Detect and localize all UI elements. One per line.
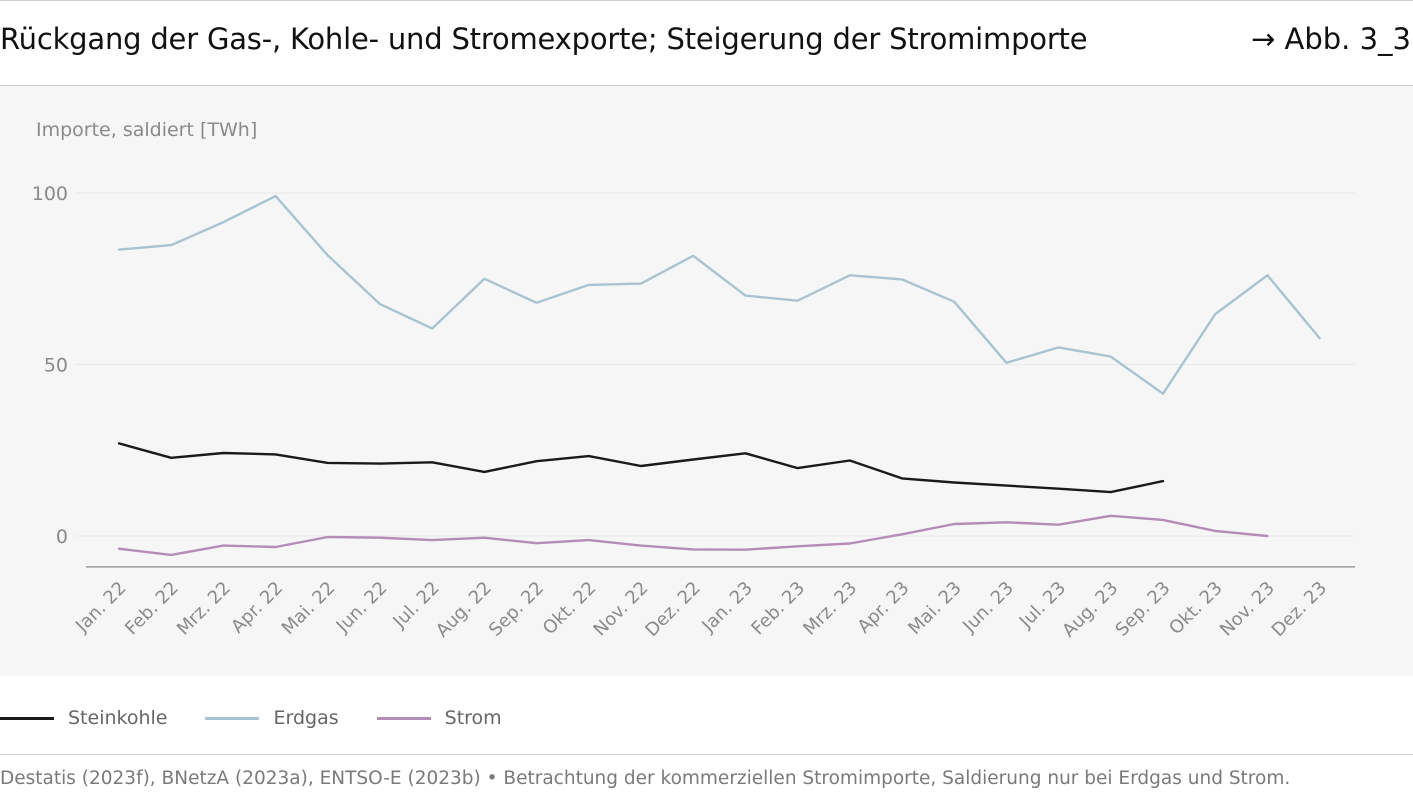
footer-rule <box>0 754 1413 755</box>
series-line-erdgas <box>117 194 1321 395</box>
x-tick-label: Mai. 23 <box>904 578 965 639</box>
x-tick-label: Okt. 22 <box>539 578 601 640</box>
x-tick-label: Mai. 22 <box>278 578 339 639</box>
x-tick-label: Jan. 23 <box>697 578 756 637</box>
legend-swatch-steinkohle <box>0 716 54 720</box>
legend: Steinkohle Erdgas Strom <box>0 703 540 733</box>
x-tick-label: Dez. 23 <box>1268 578 1331 641</box>
source-note: Destatis (2023f), BNetzA (2023a), ENTSO-… <box>0 768 1291 789</box>
x-tick-label: Aug. 22 <box>432 578 496 642</box>
top-rule <box>0 0 1413 1</box>
legend-label-erdgas: Erdgas <box>273 707 339 729</box>
legend-item-erdgas: Erdgas <box>205 707 339 729</box>
x-tick-label: Feb. 22 <box>121 578 183 640</box>
x-tick-label: Nov. 23 <box>1216 578 1279 641</box>
x-tick-label: Sep. 22 <box>485 578 548 641</box>
y-tick-label: 100 <box>32 183 68 205</box>
x-tick-label: Nov. 22 <box>590 578 653 641</box>
chart-panel: Importe, saldiert [TWh] 0 50 100 Jan. 22 Fe… <box>0 86 1413 676</box>
figure-reference-link[interactable]: → Abb. 3_3 <box>1250 22 1411 56</box>
x-tick-label: Mrz. 23 <box>799 578 861 640</box>
x-tick-label: Apr. 22 <box>227 578 287 638</box>
legend-swatch-strom <box>376 716 431 720</box>
legend-label-steinkohle: Steinkohle <box>68 707 168 729</box>
x-tick-label: Apr. 23 <box>854 578 914 638</box>
legend-swatch-erdgas <box>205 716 260 720</box>
x-tick-label: Sep. 23 <box>1111 578 1174 641</box>
legend-label-strom: Strom <box>444 707 502 729</box>
y-tick-label: 0 <box>56 526 68 548</box>
x-tick-label: Jun. 22 <box>332 578 392 638</box>
x-tick-label: Jan. 22 <box>71 578 130 637</box>
title-rule <box>0 85 1413 86</box>
series-line-strom <box>117 514 1269 557</box>
y-tick-labels: 0 50 100 <box>32 183 68 548</box>
legend-item-steinkohle: Steinkohle <box>0 707 167 729</box>
y-tick-label: 50 <box>44 355 68 377</box>
legend-item-strom: Strom <box>376 707 502 729</box>
series-lines <box>117 194 1321 557</box>
x-tick-label: Feb. 23 <box>747 578 809 640</box>
x-tick-label: Dez. 22 <box>641 578 704 641</box>
chart-title: Rückgang der Gas-, Kohle- und Stromexpor… <box>0 22 1088 56</box>
y-axis-label: Importe, saldiert [TWh] <box>36 119 257 141</box>
x-tick-label: Jun. 23 <box>958 578 1018 638</box>
gridlines <box>76 192 1355 537</box>
x-tick-label: Okt. 23 <box>1165 578 1227 640</box>
x-tick-label: Aug. 23 <box>1058 578 1122 642</box>
x-tick-label: Mrz. 22 <box>173 578 235 640</box>
series-line-steinkohle <box>117 442 1165 494</box>
